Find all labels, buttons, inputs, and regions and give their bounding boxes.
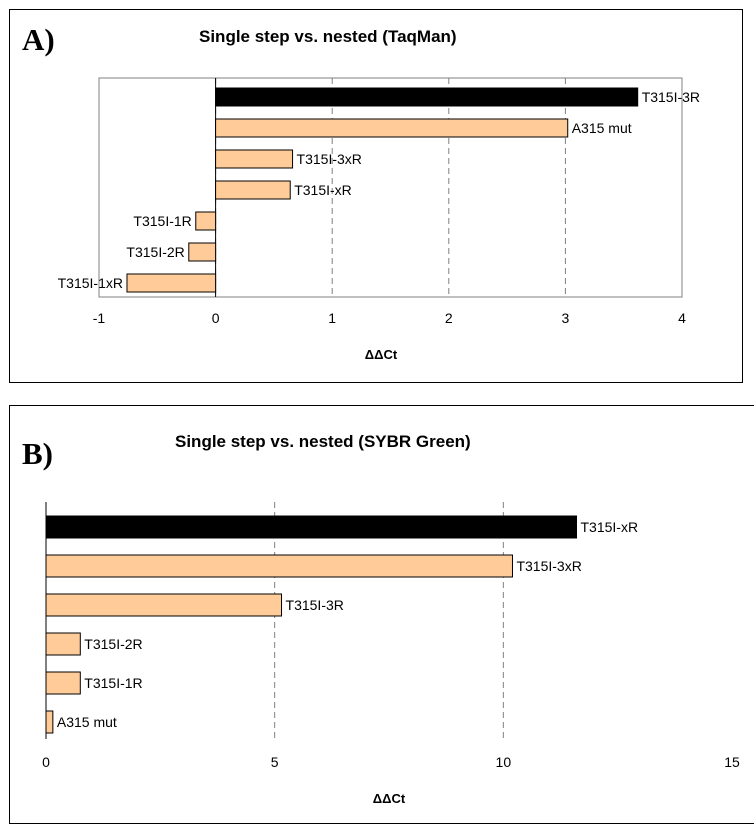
bar (126, 273, 217, 293)
bar (45, 671, 81, 695)
x-tick-label: 0 (212, 310, 220, 326)
chart-title: Single step vs. nested (TaqMan) (199, 27, 457, 46)
chart-panel-b: B) Single step vs. nested (SYBR Green) T… (9, 405, 754, 824)
bar (45, 515, 578, 539)
bar-label: T315I-1R (84, 675, 142, 691)
bar-label: A315 mut (572, 120, 632, 136)
bar (45, 593, 283, 617)
bar (45, 710, 54, 734)
bar-label: A315 mut (57, 714, 117, 730)
bar-label: T315I-3xR (516, 558, 581, 574)
x-axis-title: ΔΔCt (365, 347, 398, 362)
bar-label: T315I-3xR (297, 151, 362, 167)
bar (45, 554, 513, 578)
bar-label: T315I-2R (126, 244, 184, 260)
panel-label: B) (22, 436, 53, 471)
x-tick-label: 3 (562, 310, 570, 326)
bar-label: T315I-3R (642, 89, 700, 105)
x-tick-label: 1 (328, 310, 336, 326)
bar (215, 118, 569, 138)
bar-chart-b: T315I-xR T315I-3xR T315I-3R T315I-2R T315I-1… (42, 502, 740, 806)
x-tick-label: 0 (42, 754, 50, 770)
x-tick-label: -1 (93, 310, 106, 326)
plot-area (98, 77, 683, 298)
bar (215, 149, 294, 169)
bar-label: T315I-xR (294, 182, 352, 198)
x-tick-label: 5 (271, 754, 279, 770)
bar (45, 632, 81, 656)
x-tick-label: 2 (445, 310, 453, 326)
x-tick-label: 4 (678, 310, 686, 326)
bar (195, 211, 217, 231)
bar (188, 242, 217, 262)
chart-panel-a: A) Single step vs. nested (TaqMan) T315I… (9, 9, 743, 383)
bar-label: T315I-3R (286, 597, 344, 613)
x-tick-label: 10 (496, 754, 512, 770)
bar (215, 180, 291, 200)
bar-chart-a: T315I-3R A315 mut T315I-3xR T315I-xR T315I-1… (58, 77, 700, 362)
bar-label: T315I-1xR (58, 275, 123, 291)
x-axis-title: ΔΔCt (373, 791, 406, 806)
bar (215, 87, 639, 107)
x-tick-label: 15 (724, 754, 740, 770)
bar-label: T315I-1R (133, 213, 191, 229)
bar-label: T315I-xR (581, 519, 639, 535)
chart-title: Single step vs. nested (SYBR Green) (175, 432, 471, 451)
bar-label: T315I-2R (84, 636, 142, 652)
panel-label: A) (22, 22, 55, 57)
